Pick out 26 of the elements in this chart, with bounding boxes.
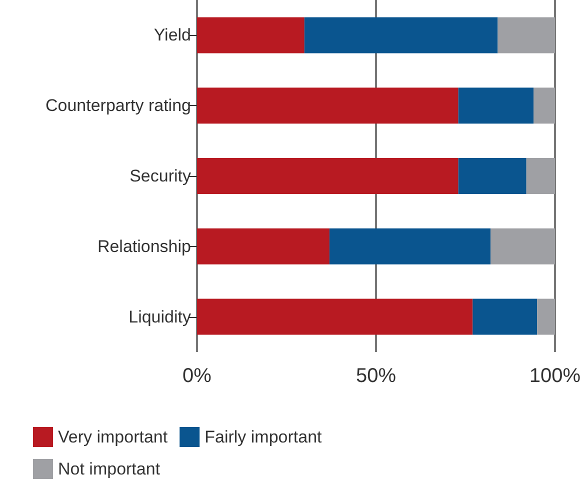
y-tick-label: Security [130,166,192,186]
legend-label: Fairly important [204,428,322,446]
bar [458,158,526,194]
y-tick-label: Liquidity [128,307,192,326]
bar [197,17,304,54]
bar [458,88,534,124]
bar [329,228,491,264]
bar [197,158,458,194]
legend-label: Very important [58,428,168,446]
bar [472,298,538,335]
y-tick-label: Yield [154,26,191,45]
bar [197,228,330,264]
y-tick-label: Counterparty rating [45,96,191,116]
x-tick-label: 50% [356,365,396,387]
legend-label: Not important [58,460,160,478]
bar [304,17,498,54]
bar [490,228,555,264]
y-tick-label: Relationship [97,236,191,256]
x-tick-label: 0% [182,365,212,387]
bar [498,17,555,54]
bar [197,298,473,335]
bar [526,158,555,194]
bar [537,298,555,335]
x-tick-label: 100% [529,365,581,387]
bar [534,88,555,124]
bar [197,88,458,124]
